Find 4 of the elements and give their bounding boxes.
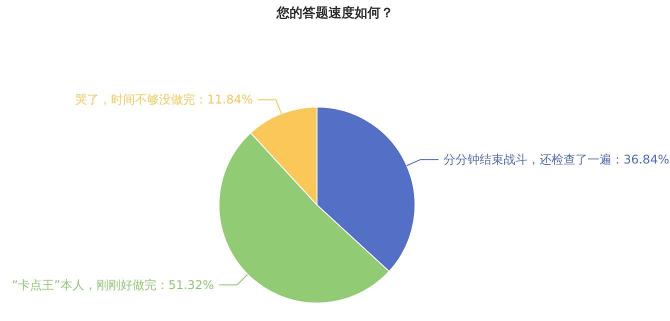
slice-label: “卡点王”本人，刚刚好做完：51.32% xyxy=(12,278,214,292)
chart-title: 您的答题速度如何？ xyxy=(276,5,394,21)
slice-label: 哭了，时间不够没做完：11.84% xyxy=(75,92,253,107)
slice-label: 分分钟结束战斗，还检查了一遍：36.84% xyxy=(443,152,670,167)
